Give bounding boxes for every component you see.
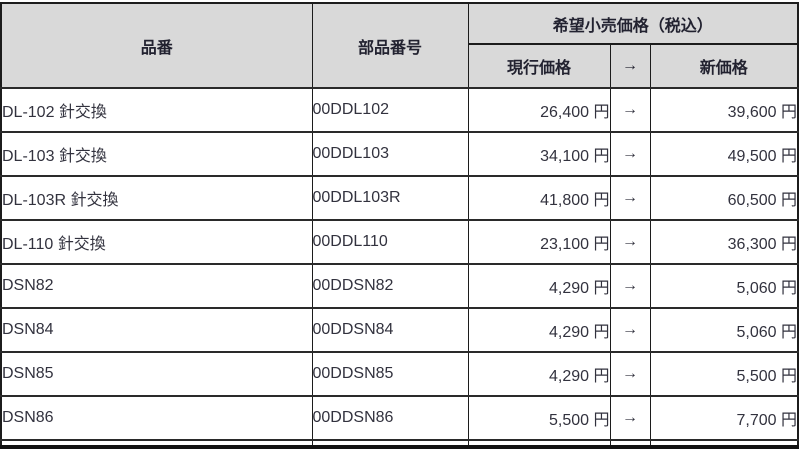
table-row: DSN85 00DDSN85 4,290 円 → 5,500 円 xyxy=(0,351,799,397)
part-number-cell: 00DDSN86 xyxy=(311,395,469,441)
part-number-cell: 00DDSN84 xyxy=(311,307,469,353)
product-cell: DL-110 針交換 xyxy=(0,219,313,265)
current-price-cell: 5,500 円 xyxy=(467,395,611,441)
new-price-cell: 39,600 円 xyxy=(649,87,799,133)
arrow-icon: → xyxy=(609,131,651,177)
table-row: DL-102 針交換 00DDL102 26,400 円 → 39,600 円 xyxy=(0,87,799,133)
new-price-cell: 49,500 円 xyxy=(649,131,799,177)
arrow-header-icon: → xyxy=(609,43,651,89)
new-price-cell: 5,060 円 xyxy=(649,307,799,353)
part-number-cell: 00DDSN82 xyxy=(311,263,469,309)
product-cell: DL-103 針交換 xyxy=(0,131,313,177)
arrow-icon: → xyxy=(609,395,651,441)
current-price-cell: 4,290 円 xyxy=(467,307,611,353)
product-cell: DSN86 xyxy=(0,395,313,441)
product-cell: DSN85 xyxy=(0,351,313,397)
column-header-price-group: 希望小売価格（税込） xyxy=(467,2,799,45)
arrow-icon: → xyxy=(609,175,651,221)
column-header-new-price: 新価格 xyxy=(649,43,799,89)
table-row: DL-110 針交換 00DDL110 23,100 円 → 36,300 円 xyxy=(0,219,799,265)
part-number-cell: 00DDL110 xyxy=(311,219,469,265)
new-price-cell: 36,300 円 xyxy=(649,219,799,265)
new-price-cell: 60,500 円 xyxy=(649,175,799,221)
part-number-cell: 00DDL103 xyxy=(311,131,469,177)
current-price-cell: 4,290 円 xyxy=(467,351,611,397)
table-row: DL-103 針交換 00DDL103 34,100 円 → 49,500 円 xyxy=(0,131,799,177)
arrow-icon: → xyxy=(609,351,651,397)
arrow-icon: → xyxy=(609,307,651,353)
product-cell: DSN84 xyxy=(0,307,313,353)
current-price-cell: 23,100 円 xyxy=(467,219,611,265)
part-number-cell: 00DDSN85 xyxy=(311,351,469,397)
product-cell: DSN82 xyxy=(0,263,313,309)
table-row: DSN82 00DDSN82 4,290 円 → 5,060 円 xyxy=(0,263,799,309)
table-row: DSN86 00DDSN86 5,500 円 → 7,700 円 xyxy=(0,395,799,441)
arrow-icon: → xyxy=(609,219,651,265)
current-price-cell: 34,100 円 xyxy=(467,131,611,177)
arrow-icon: → xyxy=(609,87,651,133)
part-number-cell: 00DDL103R xyxy=(311,175,469,221)
column-header-current-price: 現行価格 xyxy=(467,43,611,89)
current-price-cell: 4,290 円 xyxy=(467,263,611,309)
new-price-cell: 5,060 円 xyxy=(649,263,799,309)
column-header-part-number: 部品番号 xyxy=(311,2,469,89)
current-price-cell: 26,400 円 xyxy=(467,87,611,133)
column-header-product: 品番 xyxy=(0,2,313,89)
part-number-cell: 00DDL102 xyxy=(311,87,469,133)
product-cell: DL-102 針交換 xyxy=(0,87,313,133)
current-price-cell: 41,800 円 xyxy=(467,175,611,221)
product-cell: DL-103R 針交換 xyxy=(0,175,313,221)
arrow-icon: → xyxy=(609,263,651,309)
table-row: DL-103R 針交換 00DDL103R 41,800 円 → 60,500 … xyxy=(0,175,799,221)
new-price-cell: 7,700 円 xyxy=(649,395,799,441)
new-price-cell: 5,500 円 xyxy=(649,351,799,397)
table-row: DSN84 00DDSN84 4,290 円 → 5,060 円 xyxy=(0,307,799,353)
truncated-next-row xyxy=(0,439,799,449)
